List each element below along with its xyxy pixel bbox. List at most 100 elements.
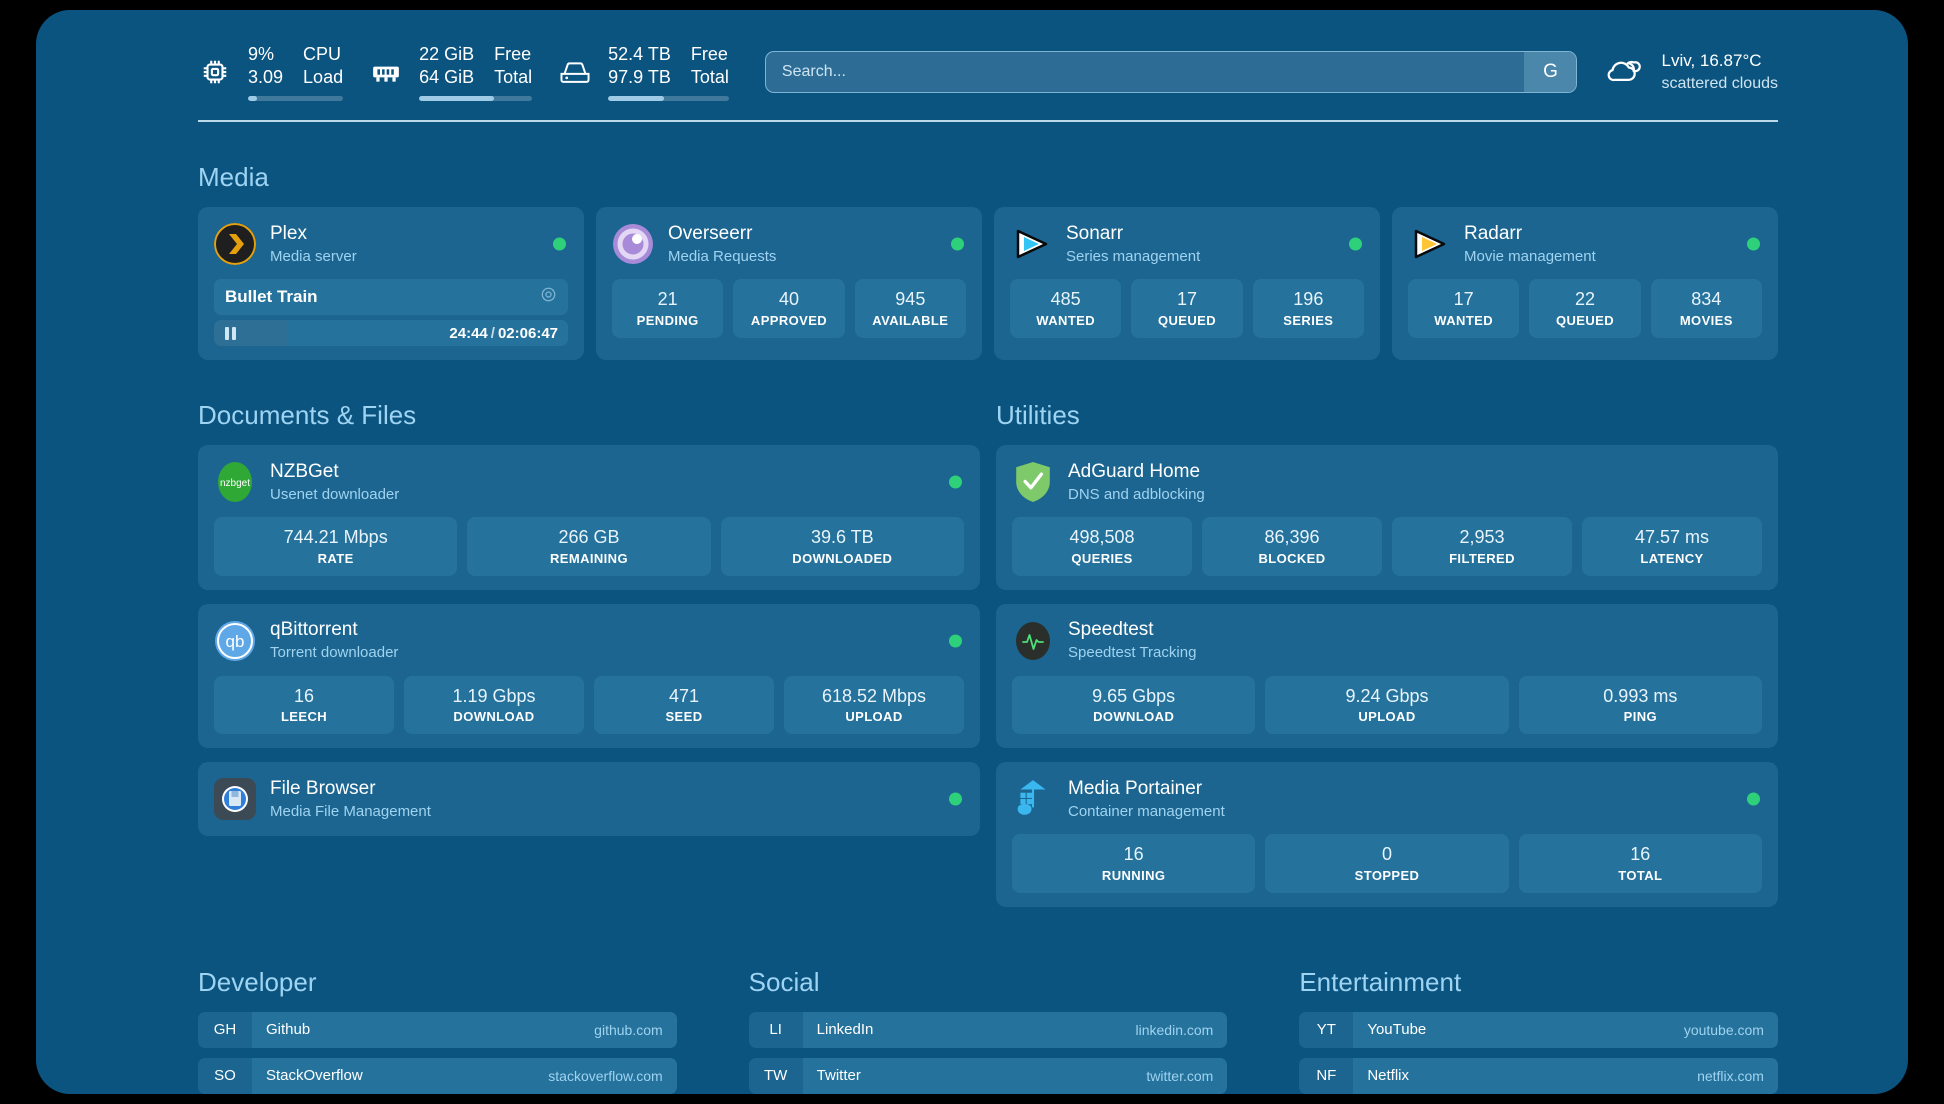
service-card-qbittorrent[interactable]: qb qBittorrent Torrent downloader 16 LEE… [198, 603, 980, 748]
stat-label: LATENCY [1640, 550, 1704, 566]
service-card-overseerr[interactable]: Overseerr Media Requests 21 PENDING 40 A… [596, 207, 982, 360]
portainer-subtitle: Container management [1068, 802, 1225, 820]
service-card-speedtest[interactable]: Speedtest Speedtest Tracking 9.65 Gbps D… [996, 603, 1778, 748]
status-dot-portainer [1747, 792, 1760, 806]
service-card-filebrowser[interactable]: File Browser Media File Management [198, 762, 980, 836]
stat-label: UPLOAD [1358, 709, 1416, 724]
stat-value: 196 [1293, 289, 1324, 309]
bookmark-url: github.com [594, 1021, 663, 1038]
stat-value: 618.52 Mbps [821, 685, 927, 706]
memory-label-1: Free [494, 43, 532, 64]
service-card-sonarr[interactable]: Sonarr Series management 485 WANTED 17 Q… [994, 207, 1380, 360]
status-dot-qbittorrent [949, 634, 962, 647]
service-card-adguard[interactable]: AdGuard Home DNS and adblocking 498,508 … [996, 445, 1778, 590]
adguard-subtitle: DNS and adblocking [1068, 485, 1205, 503]
bookmark-name: Twitter [816, 1067, 861, 1084]
speedtest-title: Speedtest [1068, 619, 1154, 641]
stat-value: 22 [1574, 289, 1595, 309]
now-playing-title: Bullet Train [225, 287, 318, 306]
bookmark-name: YouTube [1367, 1021, 1427, 1038]
stat-queries: 498,508 QUERIES [1012, 517, 1192, 576]
stat-label: LEECH [280, 709, 328, 724]
sonarr-subtitle: Series management [1066, 247, 1201, 265]
stat-latency: 47.57 ms LATENCY [1582, 517, 1762, 576]
bookmark-item-netflix[interactable]: NF Netflix netflix.com [1299, 1057, 1778, 1094]
portainer-whale-icon [1012, 778, 1054, 820]
stat-value: 1.19 Gbps [452, 685, 536, 706]
plex-title: Plex [270, 222, 307, 244]
stat-value: 16 [1123, 844, 1144, 864]
stat-label: STOPPED [1354, 867, 1420, 883]
qbittorrent-subtitle: Torrent downloader [270, 644, 399, 662]
adguard-title: AdGuard Home [1068, 460, 1201, 482]
stat-value: 485 [1050, 289, 1081, 309]
stat-label: RATE [317, 550, 354, 566]
disk-label-1: Free [690, 43, 728, 64]
stat-value: 266 GB [558, 527, 620, 547]
search-bar[interactable]: G [764, 51, 1578, 93]
bookmark-abbr: LI [748, 1011, 803, 1048]
gear-icon[interactable] [540, 286, 557, 308]
service-card-radarr[interactable]: Radarr Movie management 17 WANTED 22 QUE… [1392, 207, 1778, 360]
documents-column: Documents & Files nzbget NZBGet Usenet d [198, 360, 980, 850]
stat-approved: 40 APPROVED [733, 279, 845, 338]
bookmark-group-title: Social [748, 966, 820, 997]
stat-filtered: 2,953 FILTERED [1392, 517, 1572, 576]
overseerr-subtitle: Media Requests [668, 247, 777, 265]
stat-pending: 21 PENDING [612, 279, 724, 338]
dashboard-window: 9% 3.09 CPU Load [36, 10, 1908, 1094]
stat-value: 744.21 Mbps [283, 527, 388, 547]
pause-icon[interactable] [225, 326, 236, 340]
stat-value: 498,508 [1069, 527, 1135, 547]
bookmark-item-stackoverflow[interactable]: SO StackOverflow stackoverflow.com [198, 1057, 677, 1094]
media-section: Plex Media server Bullet Train [198, 207, 1778, 360]
stat-available: 945 AVAILABLE [854, 279, 966, 338]
service-card-plex[interactable]: Plex Media server Bullet Train [198, 207, 584, 360]
section-title-utilities: Utilities [996, 400, 1080, 430]
stat-label: SERIES [1283, 312, 1334, 328]
stat-label: AVAILABLE [872, 312, 949, 328]
stat-running: 16 RUNNING [1012, 834, 1256, 893]
stat-value: 9.24 Gbps [1345, 685, 1429, 706]
bookmark-name: StackOverflow [266, 1067, 363, 1084]
playback-progress-bar[interactable]: 24:44/02:06:47 [214, 320, 568, 346]
bookmark-item-youtube[interactable]: YT YouTube youtube.com [1299, 1011, 1778, 1048]
bookmark-url: linkedin.com [1135, 1021, 1214, 1038]
bookmark-name: Netflix [1367, 1067, 1410, 1084]
disk-total: 97.9 TB [608, 67, 671, 87]
cpu-usage-bar [248, 96, 344, 102]
stat-leech: 16 LEECH [214, 675, 394, 734]
bookmark-group-title: Developer [198, 966, 317, 997]
bookmark-group-title: Entertainment [1299, 966, 1462, 997]
memory-usage-bar [419, 96, 533, 102]
memory-stat: 22 GiB 64 GiB Free Total [369, 43, 533, 102]
stat-label: MOVIES [1679, 312, 1733, 328]
filebrowser-title: File Browser [270, 777, 376, 799]
weather-location-temp: Lviv, 16.87°C [1661, 50, 1762, 70]
cloud-icon [1603, 54, 1645, 91]
search-input[interactable] [765, 52, 1525, 92]
service-card-nzbget[interactable]: nzbget NZBGet Usenet downloader 744.21 M… [198, 445, 980, 590]
stat-download: 1.19 Gbps DOWNLOAD [404, 675, 584, 734]
search-provider-button[interactable]: G [1524, 52, 1577, 92]
stat-label: FILTERED [1449, 550, 1515, 566]
bookmark-item-github[interactable]: GH Github github.com [198, 1011, 677, 1048]
cpu-label-1: CPU [303, 43, 342, 64]
service-card-portainer[interactable]: Media Portainer Container management 16 … [996, 762, 1778, 907]
bookmark-item-twitter[interactable]: TW Twitter twitter.com [748, 1057, 1228, 1094]
cpu-stat: 9% 3.09 CPU Load [198, 43, 344, 102]
bookmark-group-entertainment: Entertainment YT YouTube youtube.com NF … [1299, 967, 1778, 1095]
cpu-percent: 9% [248, 43, 275, 64]
bookmark-abbr: TW [748, 1057, 803, 1094]
playback-time: 24:44/02:06:47 [449, 324, 558, 342]
file-browser-icon [214, 778, 256, 820]
stat-label: QUEUED [1157, 312, 1216, 328]
portainer-title: Media Portainer [1068, 777, 1203, 799]
section-title-media: Media [198, 162, 269, 192]
stat-stopped: 0 STOPPED [1265, 834, 1509, 893]
utilities-column: Utilities AdGuard Home DNS and adblocki [996, 360, 1778, 921]
status-dot-filebrowser [949, 792, 962, 806]
bookmark-item-linkedin[interactable]: LI LinkedIn linkedin.com [748, 1011, 1228, 1048]
section-title-documents: Documents & Files [198, 400, 417, 430]
bookmark-url: youtube.com [1683, 1021, 1764, 1038]
